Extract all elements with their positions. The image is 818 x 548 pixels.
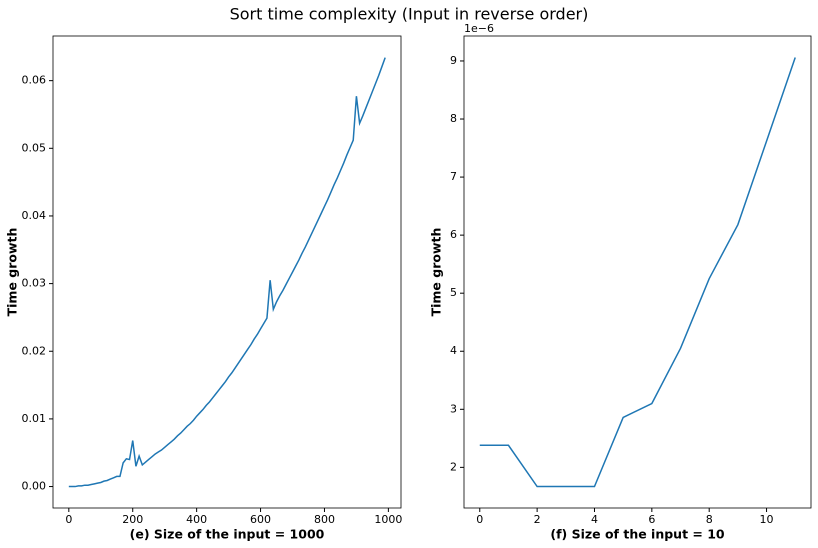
- x-tick-label: 8: [706, 513, 713, 526]
- y-tick-label: 5: [450, 286, 457, 299]
- figure-title: Sort time complexity (Input in reverse o…: [230, 5, 589, 24]
- y-tick-label: 4: [450, 344, 457, 357]
- x-tick-label: 4: [591, 513, 598, 526]
- x-tick-label: 600: [250, 513, 271, 526]
- y-tick-label: 0.05: [22, 141, 47, 154]
- data-line: [479, 57, 796, 488]
- y-offset-label: 1e−6: [464, 22, 494, 35]
- x-tick-label: 1000: [374, 513, 402, 526]
- y-tick-label: 0.01: [22, 412, 47, 425]
- x-tick-label: 0: [476, 513, 483, 526]
- data-line: [68, 57, 386, 488]
- y-tick-label: 0.02: [22, 344, 47, 357]
- y-tick-label: 2: [450, 460, 457, 473]
- x-tick-label: 400: [186, 513, 207, 526]
- y-tick-label: 0.06: [22, 74, 47, 87]
- axes-frame: [463, 35, 812, 509]
- y-tick-label: 8: [450, 112, 457, 125]
- x-tick-label: 0: [65, 513, 72, 526]
- y-axis-label: Time growth: [5, 228, 20, 317]
- y-axis-label: Time growth: [429, 228, 444, 317]
- x-tick-label: 200: [122, 513, 143, 526]
- axes-frame: [52, 35, 402, 509]
- y-tick-label: 0.04: [22, 209, 47, 222]
- x-tick-label: 800: [314, 513, 335, 526]
- x-axis-label: (e) Size of the input = 1000: [130, 527, 325, 542]
- x-axis-label: (f) Size of the input = 10: [550, 527, 725, 542]
- x-tick-label: 10: [760, 513, 774, 526]
- x-tick-label: 2: [534, 513, 541, 526]
- x-tick-label: 6: [648, 513, 655, 526]
- y-tick-label: 9: [450, 54, 457, 67]
- y-tick-label: 0.00: [22, 480, 47, 493]
- y-tick-label: 0.03: [22, 277, 47, 290]
- y-tick-label: 3: [450, 402, 457, 415]
- y-tick-label: 7: [450, 170, 457, 183]
- y-tick-label: 6: [450, 228, 457, 241]
